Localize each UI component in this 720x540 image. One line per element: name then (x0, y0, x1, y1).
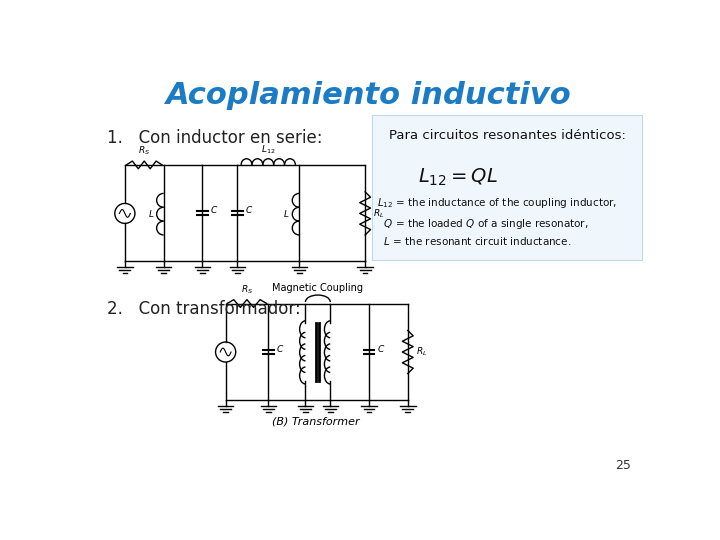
Text: $C$: $C$ (377, 343, 385, 354)
Text: 1.   Con inductor en serie:: 1. Con inductor en serie: (107, 129, 323, 147)
Text: (B) Transformer: (B) Transformer (272, 417, 360, 427)
Text: $L_{12}$: $L_{12}$ (261, 143, 276, 156)
Text: 25: 25 (616, 460, 631, 472)
Text: $C$: $C$ (245, 204, 253, 215)
Text: $L_{12}$ = the inductance of the coupling inductor,: $L_{12}$ = the inductance of the couplin… (377, 196, 618, 210)
FancyBboxPatch shape (372, 114, 642, 260)
Text: $R_S$: $R_S$ (138, 145, 150, 157)
Text: $R_L$: $R_L$ (373, 207, 384, 220)
Text: $R_L$: $R_L$ (415, 346, 427, 358)
Text: $Q$ = the loaded $Q$ of a single resonator,: $Q$ = the loaded $Q$ of a single resonat… (377, 217, 589, 231)
Text: $L_{12} = QL$: $L_{12} = QL$ (418, 167, 498, 188)
Text: $L$: $L$ (284, 208, 290, 219)
Text: Acoplamiento inductivo: Acoplamiento inductivo (166, 82, 572, 111)
Text: 2.   Con transformador:: 2. Con transformador: (107, 300, 300, 318)
Text: $C$: $C$ (276, 343, 284, 354)
Text: Magnetic Coupling: Magnetic Coupling (272, 283, 364, 293)
Text: $L$ = the resonant circuit inductance.: $L$ = the resonant circuit inductance. (377, 235, 572, 247)
Text: Para circuitos resonantes idénticos:: Para circuitos resonantes idénticos: (389, 129, 626, 142)
Text: $R_S$: $R_S$ (240, 284, 253, 296)
Text: $C$: $C$ (210, 204, 218, 215)
Text: $L$: $L$ (148, 208, 154, 219)
